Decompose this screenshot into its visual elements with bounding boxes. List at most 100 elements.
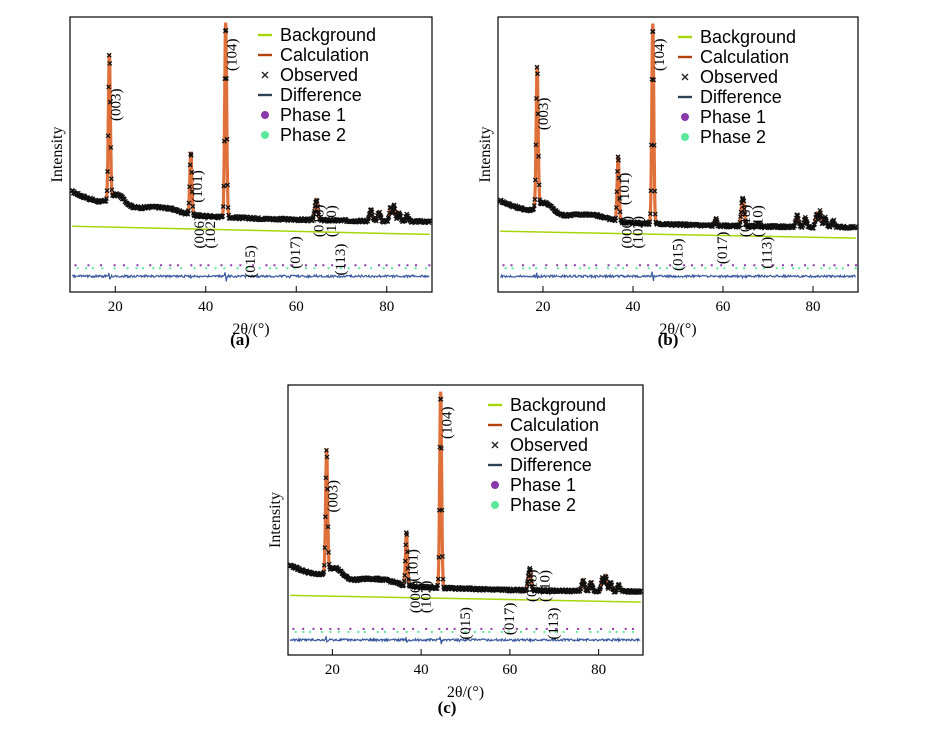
observed-point	[322, 545, 328, 551]
observed-point	[742, 211, 748, 217]
phase2-tick	[743, 267, 746, 270]
phase1-tick	[292, 627, 295, 630]
phase1-tick	[273, 264, 276, 267]
phase-ticks	[74, 264, 431, 270]
phase1-tick	[502, 264, 505, 267]
phase2-tick	[320, 630, 323, 633]
phase1-tick	[265, 264, 268, 267]
panel-b: 20 40 60 802θ/(°)Intensity(003)(101)(006)(1…	[477, 16, 859, 338]
phase1-tick	[588, 627, 591, 630]
phase2-tick	[339, 267, 342, 270]
observed-point	[617, 196, 623, 201]
legend-entry: Observed	[681, 67, 778, 87]
phase1-tick	[176, 264, 179, 267]
phase2-tick	[309, 630, 312, 633]
phase1-tick	[403, 627, 406, 630]
observed-point	[104, 196, 109, 202]
background-line	[290, 594, 641, 603]
background-line	[500, 230, 856, 239]
peak-label-113: (113)	[546, 608, 562, 640]
observed-point	[598, 584, 604, 590]
peak-label-006: (006)	[408, 581, 424, 614]
peak-label-102: (102)	[630, 216, 646, 249]
observed-point	[223, 27, 229, 33]
phase1-tick	[428, 264, 431, 267]
observed-point	[401, 582, 407, 588]
phase2-tick	[791, 267, 794, 270]
phase2-tick	[704, 267, 707, 270]
observed-point	[220, 213, 226, 219]
x-tick-label: 80	[806, 299, 821, 315]
phase1-tick	[600, 627, 603, 630]
phase2-tick	[391, 267, 394, 270]
phase2-tick	[405, 630, 408, 633]
phase1-tick	[252, 264, 255, 267]
observed-point	[647, 219, 653, 225]
legend-entry: Difference	[678, 87, 782, 107]
peak-label-101: (101)	[617, 173, 633, 206]
phase2-tick	[544, 267, 547, 270]
phase1-tick	[790, 264, 793, 267]
phase2-tick	[575, 630, 578, 633]
legend-label: Phase 2	[280, 125, 346, 145]
phase2-tick	[135, 267, 138, 270]
peak-label-006: (006)	[192, 216, 208, 249]
observed-point	[651, 77, 657, 83]
peak-label-110: (110)	[751, 205, 767, 237]
observed-point	[578, 586, 584, 592]
phase2-tick	[425, 267, 428, 270]
observed-point	[108, 145, 114, 151]
phase1-tick	[515, 627, 518, 630]
phase1-tick	[385, 264, 388, 267]
observed-point	[316, 212, 322, 218]
peak-label-110: (110)	[537, 570, 553, 602]
phase1-tick	[381, 627, 384, 630]
legend-label: Calculation	[280, 45, 369, 65]
observed-point	[440, 553, 445, 559]
observed-point	[325, 486, 330, 492]
phase1-tick	[74, 264, 77, 267]
observed-point	[224, 76, 229, 81]
phase2-tick	[562, 630, 565, 633]
phase1-tick	[490, 627, 493, 630]
phase2-tick	[337, 630, 340, 633]
peak-label-003: (003)	[108, 88, 124, 121]
observed-point	[436, 554, 442, 560]
phase2-tick	[158, 267, 161, 270]
phase2-tick	[357, 630, 360, 633]
observed-point	[792, 223, 798, 229]
phase2-tick	[141, 267, 144, 270]
x-tick-label: 40	[198, 299, 213, 315]
observed-point	[536, 182, 542, 188]
phase1-tick	[761, 264, 764, 267]
observed-point	[321, 562, 327, 568]
legend-label: Calculation	[510, 415, 599, 435]
phase1-tick	[655, 264, 658, 267]
phase2-tick	[305, 267, 308, 270]
phase1-tick	[577, 627, 580, 630]
observed-point	[190, 203, 196, 209]
legend-label: Phase 1	[510, 475, 576, 495]
observed-point	[532, 196, 538, 202]
legend-entry: Observed	[261, 65, 358, 85]
observed-point	[652, 211, 658, 217]
peak-label-018: (018)	[738, 205, 754, 238]
phase1-tick	[230, 264, 233, 267]
phase2-tick	[246, 267, 249, 270]
phase1-tick	[683, 264, 686, 267]
phase2-tick	[735, 267, 738, 270]
phase1-tick	[149, 264, 152, 267]
phase1-tick	[781, 264, 784, 267]
observed-point	[534, 64, 540, 70]
phase1-tick	[532, 264, 535, 267]
observed-point	[531, 203, 537, 209]
plot-frame	[497, 16, 859, 293]
phase2-tick	[370, 267, 373, 270]
observed-point	[105, 169, 111, 174]
legend-label: Observed	[280, 65, 358, 85]
plot-frame	[287, 384, 644, 656]
observed-point	[528, 572, 534, 578]
observed-point	[650, 28, 656, 34]
x-axis-label: 2θ/(°)	[447, 684, 484, 701]
phase1-tick	[207, 264, 210, 267]
